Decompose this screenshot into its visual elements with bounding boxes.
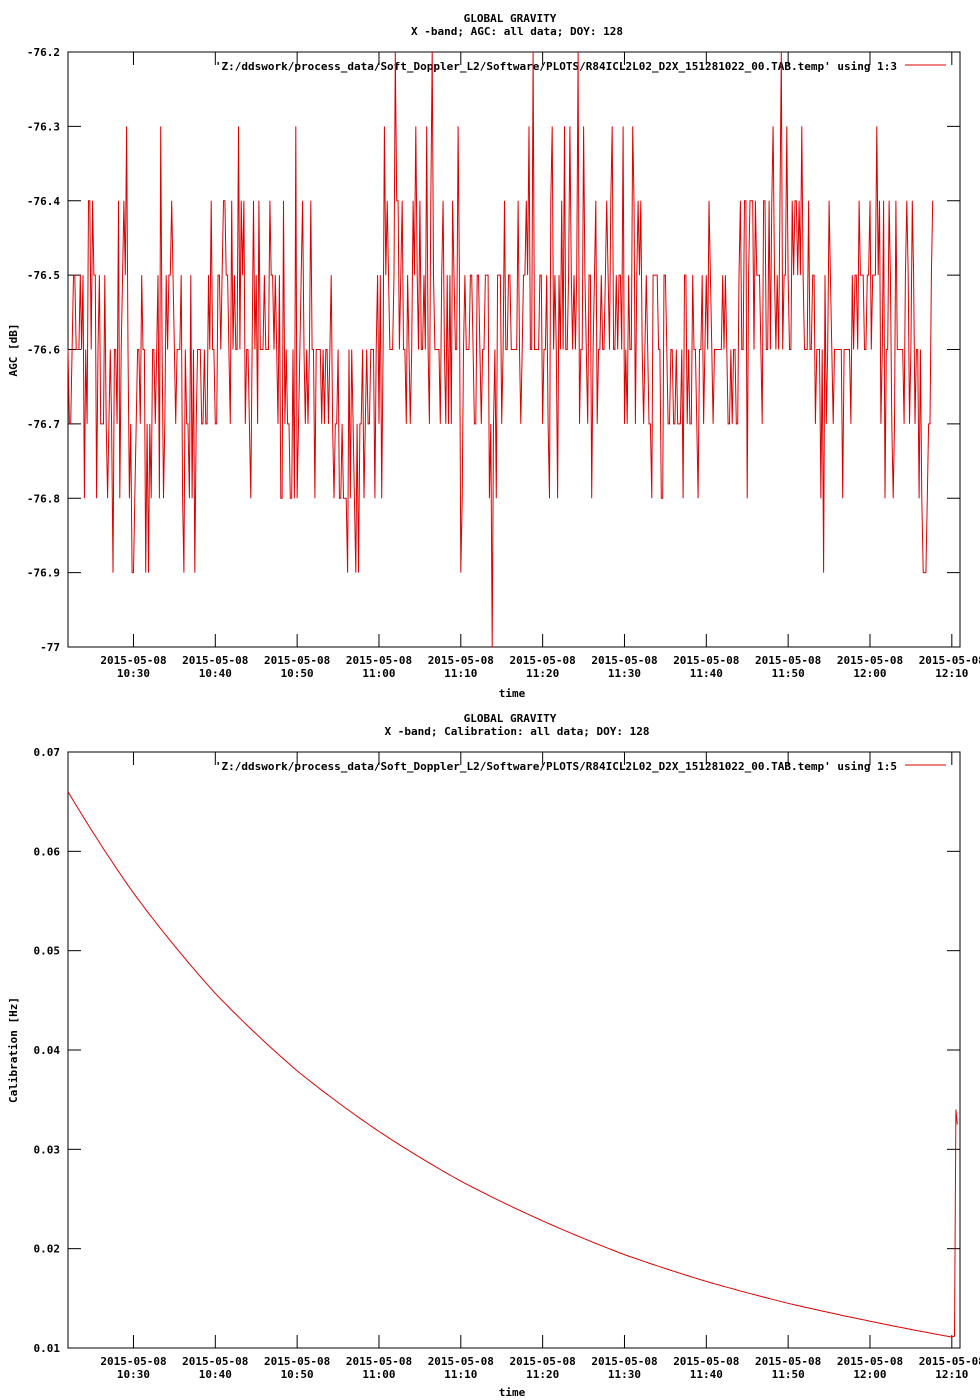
x-tick-time: 11:40 bbox=[690, 1368, 723, 1381]
x-axis: 2015-05-0810:302015-05-0810:402015-05-08… bbox=[100, 752, 980, 1381]
y-axis: -76.2 -76.3 -76.4 -76.5 -76.6 -76.7 -76.8 -76.9… bbox=[27, 46, 960, 654]
y-axis-label: AGC [dB] bbox=[7, 324, 20, 377]
x-axis: 2015-05-0810:302015-05-0810:402015-05-08… bbox=[100, 52, 980, 680]
x-tick-time: 12:00 bbox=[853, 667, 886, 680]
x-tick-date: 2015-05-08 bbox=[591, 654, 657, 667]
x-tick-time: 11:10 bbox=[444, 667, 477, 680]
agc-chart: GLOBAL GRAVITY X -band; AGC: all data; D… bbox=[7, 12, 980, 700]
y-tick-label: 0.04 bbox=[34, 1044, 61, 1057]
x-tick-date: 2015-05-08 bbox=[100, 654, 166, 667]
x-tick-time: 10:50 bbox=[281, 667, 314, 680]
x-tick-date: 2015-05-08 bbox=[591, 1355, 657, 1368]
chart-subtitle: X -band; Calibration: all data; DOY: 128 bbox=[385, 725, 650, 738]
x-tick-date: 2015-05-08 bbox=[346, 1355, 412, 1368]
x-tick-date: 2015-05-08 bbox=[428, 654, 494, 667]
legend-label: 'Z:/ddswork/process_data/Soft_Doppler_L2… bbox=[215, 60, 897, 73]
y-tick-label: -76.6 bbox=[27, 344, 60, 357]
x-tick-date: 2015-05-08 bbox=[510, 1355, 576, 1368]
x-tick-date: 2015-05-08 bbox=[428, 1355, 494, 1368]
x-tick-time: 10:50 bbox=[281, 1368, 314, 1381]
y-tick-label: 0.06 bbox=[34, 845, 61, 858]
y-tick-label: -76.2 bbox=[27, 46, 60, 59]
y-tick-label: -76.9 bbox=[27, 567, 60, 580]
x-tick-date: 2015-05-08 bbox=[346, 654, 412, 667]
y-tick-label: 0.01 bbox=[34, 1342, 61, 1355]
x-tick-time: 10:40 bbox=[199, 1368, 232, 1381]
x-tick-date: 2015-05-08 bbox=[755, 1355, 821, 1368]
x-tick-date: 2015-05-08 bbox=[919, 654, 980, 667]
y-tick-label: -77 bbox=[40, 641, 60, 654]
x-tick-time: 10:30 bbox=[117, 1368, 150, 1381]
x-tick-time: 12:10 bbox=[935, 667, 968, 680]
chart-subtitle: X -band; AGC: all data; DOY: 128 bbox=[411, 25, 623, 38]
legend-label: 'Z:/ddswork/process_data/Soft_Doppler_L2… bbox=[215, 760, 897, 773]
x-tick-time: 11:30 bbox=[608, 1368, 641, 1381]
chart-title: GLOBAL GRAVITY bbox=[464, 12, 557, 25]
y-tick-label: 0.05 bbox=[34, 945, 61, 958]
x-tick-date: 2015-05-08 bbox=[182, 1355, 248, 1368]
x-tick-date: 2015-05-08 bbox=[264, 1355, 330, 1368]
x-tick-time: 12:10 bbox=[935, 1368, 968, 1381]
x-axis-label: time bbox=[499, 687, 526, 700]
y-tick-label: 0.07 bbox=[34, 746, 61, 759]
x-tick-date: 2015-05-08 bbox=[837, 654, 903, 667]
x-tick-date: 2015-05-08 bbox=[182, 654, 248, 667]
x-tick-time: 11:50 bbox=[772, 667, 805, 680]
x-tick-time: 11:00 bbox=[362, 1368, 395, 1381]
y-tick-label: 0.03 bbox=[34, 1143, 61, 1156]
x-axis-label: time bbox=[499, 1386, 526, 1399]
x-tick-date: 2015-05-08 bbox=[673, 654, 739, 667]
x-tick-time: 11:20 bbox=[526, 1368, 559, 1381]
y-tick-label: -76.4 bbox=[27, 195, 60, 208]
y-tick-label: 0.02 bbox=[34, 1243, 61, 1256]
y-tick-label: -76.7 bbox=[27, 418, 60, 431]
x-tick-time: 11:30 bbox=[608, 667, 641, 680]
x-tick-date: 2015-05-08 bbox=[919, 1355, 980, 1368]
y-tick-label: -76.3 bbox=[27, 120, 60, 133]
x-tick-time: 12:00 bbox=[853, 1368, 886, 1381]
x-tick-date: 2015-05-08 bbox=[510, 654, 576, 667]
x-tick-time: 11:00 bbox=[362, 667, 395, 680]
x-tick-date: 2015-05-08 bbox=[837, 1355, 903, 1368]
x-tick-date: 2015-05-08 bbox=[755, 654, 821, 667]
x-tick-date: 2015-05-08 bbox=[100, 1355, 166, 1368]
x-tick-time: 11:20 bbox=[526, 667, 559, 680]
y-axis: 0.07 0.06 0.05 0.04 0.03 0.02 0.01 bbox=[34, 746, 960, 1355]
x-tick-time: 10:40 bbox=[199, 667, 232, 680]
chart-title: GLOBAL GRAVITY bbox=[464, 712, 557, 725]
y-tick-label: -76.5 bbox=[27, 269, 60, 282]
y-tick-label: -76.8 bbox=[27, 492, 60, 505]
x-tick-time: 10:30 bbox=[117, 667, 150, 680]
plot-frame bbox=[67, 751, 961, 1349]
y-axis-label: Calibration [Hz] bbox=[7, 997, 20, 1103]
x-tick-time: 11:40 bbox=[690, 667, 723, 680]
calibration-chart: GLOBAL GRAVITY X -band; Calibration: all… bbox=[7, 712, 980, 1399]
x-tick-time: 11:10 bbox=[444, 1368, 477, 1381]
x-tick-date: 2015-05-08 bbox=[673, 1355, 739, 1368]
series-line-agc bbox=[67, 51, 934, 648]
x-tick-time: 11:50 bbox=[772, 1368, 805, 1381]
x-tick-date: 2015-05-08 bbox=[264, 654, 330, 667]
series-line-calibration bbox=[67, 791, 958, 1338]
